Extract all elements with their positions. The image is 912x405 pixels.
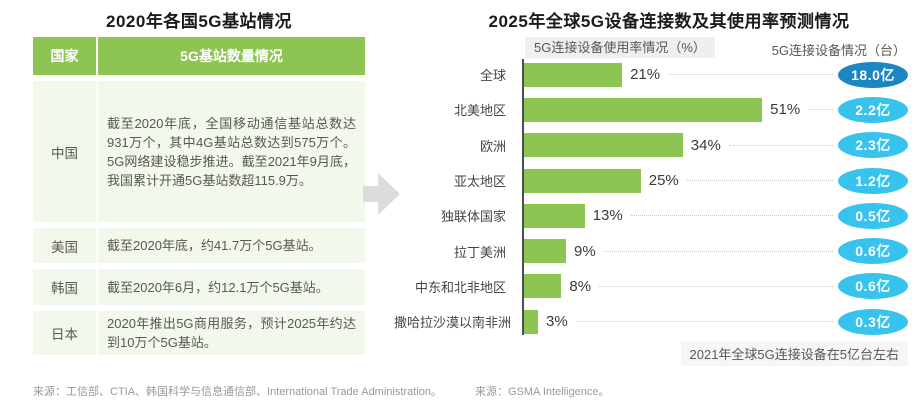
usage-bar <box>524 168 641 193</box>
category-label: 撒哈拉沙漠以南非洲 <box>394 315 512 331</box>
station-table: 国家 5G基站数量情况 中国 截至2020年底，全国移动通信基站总数达931万个，… <box>33 37 365 355</box>
chart-row: 全球 21% 18.0亿 <box>394 57 908 92</box>
table-row: 韩国 截至2020年6月，约12.1万个5G基站。 <box>33 269 365 305</box>
country-cell: 中国 <box>51 145 78 161</box>
detail-cell: 截至2020年6月，约12.1万个5G基站。 <box>96 269 365 305</box>
bar-zone: 21% <box>514 62 838 87</box>
bar-zone: 13% <box>514 203 838 228</box>
devices-badge: 18.0亿 <box>838 61 908 88</box>
usage-value-label: 34% <box>690 136 721 154</box>
usage-value-label: 21% <box>630 66 661 84</box>
chart-row: 亚太地区 25% 1.2亿 <box>394 163 908 198</box>
devices-badge: 2.3亿 <box>838 132 908 159</box>
category-label: 欧洲 <box>479 138 506 154</box>
country-cell: 日本 <box>51 327 78 342</box>
leader-line <box>575 321 833 323</box>
leader-line <box>808 109 833 111</box>
leader-line <box>686 180 833 182</box>
leader-line <box>668 74 833 76</box>
chart-row: 撒哈拉沙漠以南非洲 3% 0.3亿 <box>394 304 908 339</box>
leader-line <box>599 285 833 287</box>
category-label: 独联体国家 <box>440 209 506 225</box>
category-label: 全球 <box>479 68 506 84</box>
usage-bar <box>524 203 585 228</box>
chart-row: 拉丁美洲 9% 0.6亿 <box>394 233 908 268</box>
left-source-text: 来源：工信部、CTIA、韩国科学与信息通信部、International Tra… <box>33 386 442 398</box>
table-row: 美国 截至2020年底，约41.7万个5G基站。 <box>33 228 365 263</box>
category-label: 中东和北非地区 <box>414 279 506 295</box>
detail-cell: 截至2020年底，约41.7万个5G基站。 <box>96 228 365 263</box>
bar-zone: 51% <box>514 97 838 122</box>
devices-badge: 0.5亿 <box>838 202 908 229</box>
detail-cell: 2020年推出5G商用服务，预计2025年约达到10万个5G基站。 <box>96 311 365 355</box>
chart-note: 2021年全球5G连接设备在5亿台左右 <box>680 341 908 366</box>
usage-bar <box>524 309 538 334</box>
usage-bar <box>524 239 567 264</box>
devices-badge: 0.6亿 <box>838 273 908 300</box>
leader-line <box>728 144 833 146</box>
right-panel-title: 2025年全球5G设备连接数及其使用率预测情况 <box>488 12 850 31</box>
leader-line <box>630 215 833 217</box>
left-panel-title: 2020年各国5G基站情况 <box>106 12 292 31</box>
usage-value-label: 3% <box>546 313 568 331</box>
chart-rows: 全球 21% 18.0亿北美地区 51% 2.2亿欧洲 34% 2.3亿亚太地区 25% 1.2… <box>394 57 908 339</box>
table-header-detail: 5G基站数量情况 <box>96 37 365 75</box>
y-axis-line <box>522 59 524 336</box>
bar-zone: 8% <box>514 274 838 299</box>
usage-bar <box>524 62 623 87</box>
usage-bar <box>524 133 683 158</box>
usage-value-label: 51% <box>770 101 801 119</box>
right-source-text: 来源：GSMA Intelligence。 <box>475 386 610 398</box>
bar-zone: 3% <box>514 309 838 334</box>
usage-value-label: 13% <box>592 207 623 225</box>
chart-row: 独联体国家 13% 0.5亿 <box>394 198 908 233</box>
bar-zone: 34% <box>514 133 838 158</box>
usage-column-header: 5G连接设备使用率情况（%） <box>525 37 715 58</box>
usage-value-label: 25% <box>648 172 679 190</box>
usage-value-label: 8% <box>569 277 592 295</box>
chart-row: 欧洲 34% 2.3亿 <box>394 128 908 163</box>
category-label: 北美地区 <box>453 103 506 119</box>
country-cell: 美国 <box>51 239 78 255</box>
table-header-row: 国家 5G基站数量情况 <box>33 37 365 75</box>
category-label: 拉丁美洲 <box>453 244 506 260</box>
devices-badge: 0.6亿 <box>838 238 908 265</box>
chart-row: 中东和北非地区 8% 0.6亿 <box>394 269 908 304</box>
usage-value-label: 9% <box>574 242 596 260</box>
detail-cell: 截至2020年底，全国移动通信基站总数达931万个，其中4G基站总数达到575万… <box>96 81 365 222</box>
bar-zone: 9% <box>514 239 838 264</box>
usage-bar <box>524 274 562 299</box>
table-row: 日本 2020年推出5G商用服务，预计2025年约达到10万个5G基站。 <box>33 311 365 355</box>
station-table-body: 中国 截至2020年底，全国移动通信基站总数达931万个，其中4G基站总数达到57… <box>33 81 365 355</box>
category-label: 亚太地区 <box>453 174 506 190</box>
country-cell: 韩国 <box>51 281 78 296</box>
devices-badge: 0.3亿 <box>838 308 908 335</box>
forecast-chart: 5G连接设备使用率情况（%） 5G连接设备情况（台） 全球 21% 18.0亿北美地… <box>394 37 908 369</box>
table-row: 中国 截至2020年底，全国移动通信基站总数达931万个，其中4G基站总数达到57… <box>33 81 365 222</box>
usage-bar <box>524 97 763 122</box>
bar-zone: 25% <box>514 168 838 193</box>
devices-column-header: 5G连接设备情况（台） <box>771 43 906 58</box>
leader-line <box>603 250 833 252</box>
devices-badge: 2.2亿 <box>838 96 908 123</box>
arrow-right-icon <box>363 173 400 215</box>
table-header-country: 国家 <box>33 37 96 75</box>
devices-badge: 1.2亿 <box>838 167 908 194</box>
chart-row: 北美地区 51% 2.2亿 <box>394 92 908 127</box>
